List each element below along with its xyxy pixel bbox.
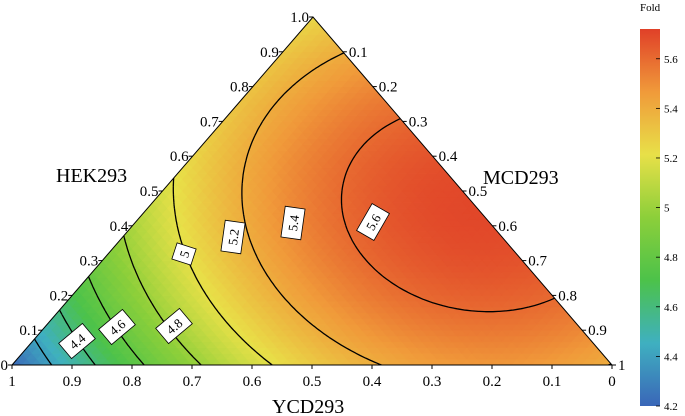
contour-label-5.4: 5.4 [280, 205, 306, 241]
colorbar-tick: 5.6 [664, 54, 678, 66]
right-tick: 0.1 [349, 45, 368, 61]
contour-5.6 [340, 118, 555, 313]
right-tick: 0.7 [528, 254, 547, 270]
svg-text:5: 5 [176, 249, 192, 260]
bottom-tick: 0.6 [243, 374, 262, 390]
bottom-tick: 0.3 [423, 374, 442, 390]
bottom-tick: 1 [8, 374, 16, 390]
colorbar [640, 29, 660, 406]
left-tick: 0.2 [49, 288, 68, 304]
colorbar-title: Fold [640, 2, 661, 14]
left-tick: 0.4 [110, 219, 129, 235]
colorbar-tick: 4.8 [664, 252, 678, 264]
colorbar-tick: 5.2 [664, 153, 678, 165]
left-tick: 0.1 [19, 323, 38, 339]
left-axis-title: HEK293 [56, 165, 127, 187]
contour-labels: 4.44.6 4.8 5 5.2 5.4 5.6 [58, 203, 390, 360]
left-tick: 1.0 [290, 10, 309, 26]
right-tick: 0.2 [379, 80, 398, 96]
svg-text:5.6: 5.6 [363, 211, 384, 233]
left-tick: 0.3 [80, 254, 99, 270]
contour-label-5.6: 5.6 [356, 203, 390, 241]
heatmap-fill [12, 17, 612, 365]
left-tick: 0.5 [140, 184, 159, 200]
right-tick: 0.5 [469, 184, 488, 200]
contour-label-4.8: 4.8 [155, 307, 193, 345]
left-tick: 0.7 [200, 114, 219, 130]
right-tick: 0.8 [558, 288, 577, 304]
bottom-tick: 0.4 [363, 374, 382, 390]
colorbar-tick: 4.4 [664, 351, 678, 363]
contour-label-4.6: 4.6 [98, 308, 136, 346]
colorbar-tick: 5 [664, 203, 670, 215]
bottom-tick: 0.2 [483, 374, 502, 390]
colorbar-ticks: 4.2 4.4 4.6 4.8 5 5.2 5.4 5.6 [656, 54, 678, 413]
bottom-tick: 0.5 [303, 374, 322, 390]
right-tick: 0.9 [588, 323, 607, 339]
svg-text:5.2: 5.2 [225, 228, 242, 246]
bottom-axis-title: YCD293 [272, 396, 344, 416]
contour-5.4 [241, 52, 612, 365]
left-tick: 0.8 [230, 80, 249, 96]
left-tick: 0 [1, 358, 9, 374]
contour-label-5.2: 5.2 [220, 219, 246, 255]
axis-ticks: 0 0.1 0.2 0.3 0.4 0.5 0.6 0.7 0.8 0.9 1.0 0.1 0.2 0.3… [1, 10, 626, 390]
left-tick: 0.6 [170, 149, 189, 165]
bottom-tick: 0.7 [183, 374, 202, 390]
colorbar-tick: 4.2 [664, 401, 678, 413]
colorbar-tick: 5.4 [664, 103, 678, 115]
bottom-tick: 0.9 [63, 374, 82, 390]
right-tick: 0.3 [409, 114, 428, 130]
right-tick: 0.4 [439, 149, 458, 165]
svg-text:5.4: 5.4 [285, 213, 302, 232]
contour-label-4.4: 4.4 [58, 322, 96, 360]
contour-4.4 [33, 338, 53, 365]
bottom-tick: 0 [608, 374, 616, 390]
right-tick: 0.6 [498, 219, 517, 235]
right-tick: 1 [618, 358, 626, 374]
left-tick: 0.9 [260, 45, 279, 61]
colorbar-tick: 4.6 [664, 302, 678, 314]
bottom-tick: 0.8 [123, 374, 142, 390]
right-axis-title: MCD293 [483, 167, 559, 189]
contour-label-5: 5 [171, 242, 197, 266]
bottom-tick: 0.1 [543, 374, 562, 390]
